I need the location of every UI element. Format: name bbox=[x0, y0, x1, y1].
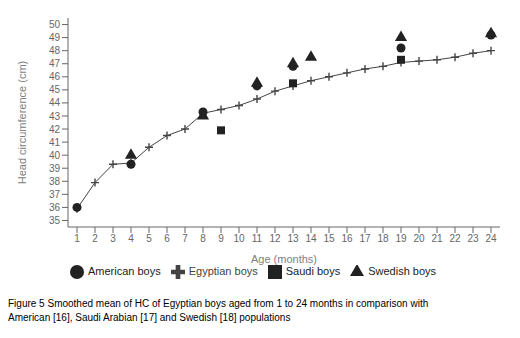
svg-text:24: 24 bbox=[485, 233, 497, 244]
svg-text:47: 47 bbox=[49, 58, 61, 69]
svg-text:50: 50 bbox=[49, 19, 61, 30]
svg-text:49: 49 bbox=[49, 32, 61, 43]
svg-text:37: 37 bbox=[49, 189, 61, 200]
svg-text:1: 1 bbox=[74, 233, 80, 244]
html-text:Swedish boys: Swedish boys bbox=[368, 265, 437, 277]
html-text:Saudi boys: Saudi boys bbox=[285, 265, 341, 277]
svg-text:10: 10 bbox=[233, 233, 245, 244]
svg-text:36: 36 bbox=[49, 202, 61, 213]
svg-text:12: 12 bbox=[269, 233, 281, 244]
svg-text:8: 8 bbox=[200, 233, 206, 244]
svg-text:Head circumference (cm): Head circumference (cm) bbox=[16, 61, 28, 184]
svg-text:21: 21 bbox=[431, 233, 443, 244]
svg-text:48: 48 bbox=[49, 45, 61, 56]
html-text:American boys: American boys bbox=[87, 265, 161, 277]
svg-text:16: 16 bbox=[341, 233, 353, 244]
svg-text:38: 38 bbox=[49, 176, 61, 187]
svg-text:17: 17 bbox=[359, 233, 371, 244]
svg-text:3: 3 bbox=[110, 233, 116, 244]
svg-text:Age (months): Age (months) bbox=[251, 253, 317, 265]
svg-text:42: 42 bbox=[49, 124, 61, 135]
svg-text:40: 40 bbox=[49, 150, 61, 161]
svg-text:2: 2 bbox=[92, 233, 98, 244]
svg-text:18: 18 bbox=[377, 233, 389, 244]
svg-text:4: 4 bbox=[128, 233, 134, 244]
svg-text:5: 5 bbox=[146, 233, 152, 244]
svg-text:9: 9 bbox=[218, 233, 224, 244]
html-text:Egyptian boys: Egyptian boys bbox=[188, 265, 258, 277]
svg-text:43: 43 bbox=[49, 111, 61, 122]
svg-text:7: 7 bbox=[182, 233, 188, 244]
svg-text:39: 39 bbox=[49, 163, 61, 174]
svg-text:15: 15 bbox=[323, 233, 335, 244]
svg-text:46: 46 bbox=[49, 71, 61, 82]
svg-text:11: 11 bbox=[252, 233, 263, 244]
svg-text:22: 22 bbox=[449, 233, 461, 244]
html-text:Figure 5 Smoothed mean of HC o: Figure 5 Smoothed mean of HC of Egyptian… bbox=[8, 298, 429, 309]
svg-text:45: 45 bbox=[49, 84, 61, 95]
svg-text:6: 6 bbox=[164, 233, 170, 244]
svg-text:35: 35 bbox=[49, 215, 61, 226]
html-text:American [16], Saudi Arabian [: American [16], Saudi Arabian [17] and Sw… bbox=[8, 312, 291, 323]
svg-text:13: 13 bbox=[287, 233, 299, 244]
svg-text:23: 23 bbox=[467, 233, 479, 244]
svg-text:44: 44 bbox=[49, 97, 61, 108]
svg-text:19: 19 bbox=[395, 233, 407, 244]
svg-text:41: 41 bbox=[49, 137, 61, 148]
svg-text:14: 14 bbox=[305, 233, 317, 244]
svg-text:20: 20 bbox=[413, 233, 425, 244]
